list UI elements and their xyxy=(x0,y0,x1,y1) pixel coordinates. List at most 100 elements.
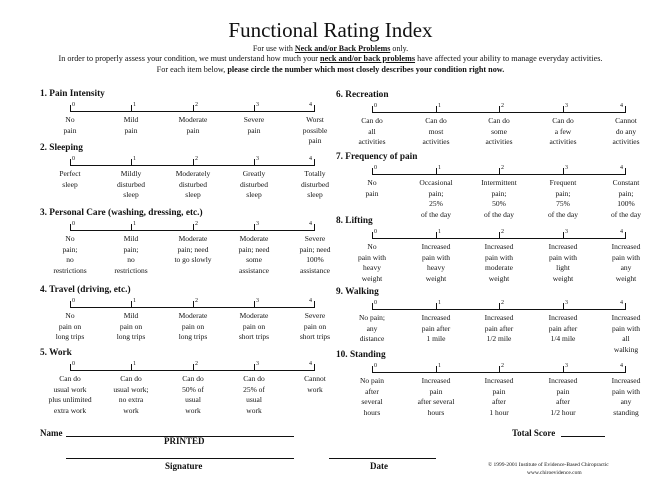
section-title-standing: 10. Standing xyxy=(336,350,386,360)
rating-number-4[interactable]: 4 xyxy=(620,103,623,109)
option-label: Severe pain xyxy=(243,115,265,135)
rating-number-3[interactable]: 3 xyxy=(256,156,259,162)
option-label: Greatly disturbed sleep xyxy=(240,169,268,199)
option-label: Increased pain after 1/2 mile xyxy=(484,313,514,343)
option-label: Moderate pain on long trips xyxy=(178,311,208,341)
rating-number-1[interactable]: 1 xyxy=(438,165,441,171)
rating-scale: 0 1 2 3 4 xyxy=(372,300,626,310)
rating-number-4[interactable]: 4 xyxy=(309,298,312,304)
rating-number-1[interactable]: 1 xyxy=(438,229,441,235)
scale-line xyxy=(70,370,315,371)
rating-number-3[interactable]: 3 xyxy=(565,165,568,171)
rating-number-0[interactable]: 0 xyxy=(72,102,75,108)
total-score-label: Total Score xyxy=(512,428,556,438)
rating-number-1[interactable]: 1 xyxy=(133,361,136,367)
signature-line[interactable] xyxy=(66,458,294,459)
total-score-line[interactable] xyxy=(561,436,605,437)
option-label: Increased pain with any standing xyxy=(611,376,641,417)
name-line[interactable] xyxy=(66,436,294,437)
scale-tick xyxy=(193,159,194,166)
rating-number-4[interactable]: 4 xyxy=(309,156,312,162)
date-line[interactable] xyxy=(329,458,436,459)
rating-number-2[interactable]: 2 xyxy=(501,300,504,306)
rating-number-4[interactable]: 4 xyxy=(309,221,312,227)
rating-number-2[interactable]: 2 xyxy=(195,298,198,304)
rating-number-4[interactable]: 4 xyxy=(620,363,623,369)
scale-tick xyxy=(625,168,626,175)
option-label: No pain xyxy=(365,178,379,198)
rating-number-2[interactable]: 2 xyxy=(195,221,198,227)
option-label: No pain on long trips xyxy=(55,311,85,341)
scale-tick xyxy=(314,301,315,308)
rating-number-0[interactable]: 0 xyxy=(374,300,377,306)
rating-number-4[interactable]: 4 xyxy=(309,102,312,108)
scale-tick xyxy=(436,366,437,373)
rating-number-1[interactable]: 1 xyxy=(438,103,441,109)
rating-number-3[interactable]: 3 xyxy=(565,363,568,369)
option-label: Cannot do any activities xyxy=(612,116,640,146)
rating-number-1[interactable]: 1 xyxy=(133,156,136,162)
date-label: Date xyxy=(370,461,388,471)
rating-number-3[interactable]: 3 xyxy=(565,300,568,306)
scale-tick xyxy=(70,301,71,308)
scale-tick xyxy=(70,159,71,166)
rating-number-2[interactable]: 2 xyxy=(195,102,198,108)
intro-line-2-a: For each item below, xyxy=(156,65,228,74)
section-title-recreation: 6. Recreation xyxy=(336,90,389,100)
scale-tick xyxy=(314,224,315,231)
rating-number-0[interactable]: 0 xyxy=(72,221,75,227)
scale-tick xyxy=(131,159,132,166)
scale-tick xyxy=(193,301,194,308)
option-label: Increased pain after 1/2 hour xyxy=(548,376,578,417)
rating-number-3[interactable]: 3 xyxy=(256,361,259,367)
rating-number-4[interactable]: 4 xyxy=(620,165,623,171)
rating-number-2[interactable]: 2 xyxy=(501,229,504,235)
rating-scale: 0 1 2 3 4 xyxy=(372,229,626,239)
rating-number-0[interactable]: 0 xyxy=(72,156,75,162)
rating-number-3[interactable]: 3 xyxy=(256,298,259,304)
rating-number-4[interactable]: 4 xyxy=(620,229,623,235)
scale-tick xyxy=(372,366,373,373)
rating-number-0[interactable]: 0 xyxy=(374,103,377,109)
rating-number-0[interactable]: 0 xyxy=(374,229,377,235)
rating-number-2[interactable]: 2 xyxy=(501,363,504,369)
rating-number-1[interactable]: 1 xyxy=(438,300,441,306)
rating-number-2[interactable]: 2 xyxy=(501,103,504,109)
section-title-pain-intensity: 1. Pain Intensity xyxy=(40,89,105,99)
option-label: Can do some activities xyxy=(485,116,513,146)
rating-number-3[interactable]: 3 xyxy=(565,229,568,235)
scale-tick xyxy=(131,105,132,112)
subtitle-suffix: only. xyxy=(390,44,409,53)
rating-number-4[interactable]: 4 xyxy=(309,361,312,367)
scale-tick xyxy=(193,105,194,112)
rating-number-2[interactable]: 2 xyxy=(195,156,198,162)
section-title-frequency-of-pain: 7. Frequency of pain xyxy=(336,152,418,162)
rating-number-2[interactable]: 2 xyxy=(501,165,504,171)
rating-number-2[interactable]: 2 xyxy=(195,361,198,367)
intro-line-1: In order to properly assess your conditi… xyxy=(0,53,661,64)
rating-number-1[interactable]: 1 xyxy=(438,363,441,369)
option-label: No pain after several hours xyxy=(360,376,384,417)
rating-number-0[interactable]: 0 xyxy=(374,165,377,171)
rating-number-3[interactable]: 3 xyxy=(565,103,568,109)
option-label: Severe pain on short trips xyxy=(299,311,331,341)
scale-tick xyxy=(563,168,564,175)
scale-tick xyxy=(70,364,71,371)
scale-tick xyxy=(314,364,315,371)
scale-tick xyxy=(372,106,373,113)
rating-number-0[interactable]: 0 xyxy=(72,361,75,367)
rating-number-3[interactable]: 3 xyxy=(256,221,259,227)
rating-number-0[interactable]: 0 xyxy=(72,298,75,304)
form-title: Functional Rating Index xyxy=(228,18,433,42)
rating-scale: 0 1 2 3 4 xyxy=(70,221,315,231)
rating-number-3[interactable]: 3 xyxy=(256,102,259,108)
rating-number-1[interactable]: 1 xyxy=(133,298,136,304)
rating-number-1[interactable]: 1 xyxy=(133,221,136,227)
rating-number-1[interactable]: 1 xyxy=(133,102,136,108)
scale-tick xyxy=(563,303,564,310)
rating-number-0[interactable]: 0 xyxy=(374,363,377,369)
rating-number-4[interactable]: 4 xyxy=(620,300,623,306)
option-label: Increased pain after 1/4 mile xyxy=(548,313,578,343)
option-label: Increased pain after 1 mile xyxy=(421,313,451,343)
